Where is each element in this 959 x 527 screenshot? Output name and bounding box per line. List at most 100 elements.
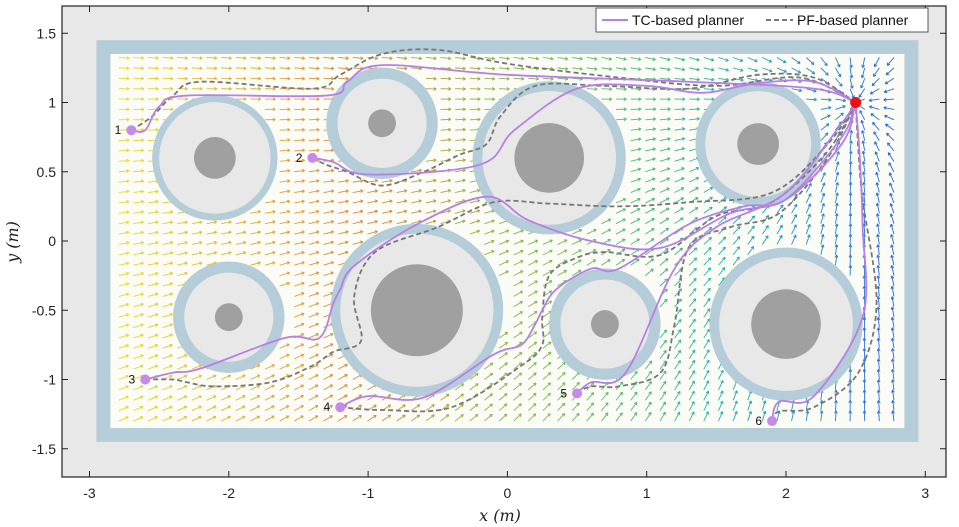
field-arrow (820, 223, 824, 235)
field-arrowhead (621, 258, 626, 263)
field-arrowhead (862, 181, 866, 186)
field-arrow (454, 403, 464, 412)
field-arrowhead (608, 87, 613, 91)
field-arrow (747, 390, 752, 401)
field-arrow (586, 88, 598, 90)
field-arrow (689, 67, 700, 71)
field-arrow (294, 159, 305, 162)
field-arrowhead (873, 63, 878, 68)
field-arrow (177, 272, 188, 277)
field-arrow (835, 98, 846, 102)
field-arrowhead (271, 374, 275, 378)
field-arrow (308, 67, 320, 69)
field-arrowhead (813, 89, 817, 93)
field-arrowhead (184, 220, 188, 225)
field-arrow (264, 374, 275, 380)
field-arrowhead (184, 56, 188, 60)
field-arrow (645, 228, 655, 235)
field-arrowhead (891, 368, 895, 373)
field-arrowhead (648, 370, 653, 375)
field-arrowhead (652, 57, 656, 61)
obstacle-7 (549, 268, 661, 380)
field-arrow (703, 359, 710, 370)
field-arrow (162, 293, 173, 297)
field-arrow (776, 235, 783, 245)
field-arrowhead (874, 141, 878, 145)
field-arrowhead (876, 379, 881, 383)
field-arrow (425, 179, 437, 183)
field-arrow (877, 223, 880, 235)
field-arrow (659, 167, 670, 173)
field-arrow (294, 364, 304, 370)
field-arrow (191, 67, 203, 69)
field-arrowhead (316, 97, 320, 101)
field-arrowhead (257, 56, 262, 60)
field-arrowhead (681, 67, 686, 72)
field-arrow (703, 237, 712, 245)
field-arrow (337, 415, 348, 422)
field-arrowhead (876, 348, 881, 352)
field-arrow (776, 214, 783, 224)
field-arrow (308, 272, 319, 277)
field-arrowhead (301, 107, 305, 112)
field-arrow (875, 151, 880, 162)
field-arrowhead (170, 66, 174, 71)
field-arrow (718, 77, 729, 81)
field-arrowhead (155, 56, 159, 60)
field-arrowhead (389, 199, 393, 204)
field-arrowhead (228, 76, 232, 81)
field-arrowhead (330, 189, 335, 193)
field-arrowhead (505, 229, 510, 234)
field-arrow (294, 343, 305, 349)
field-arrow (861, 120, 866, 131)
field-arrowhead (359, 230, 364, 234)
field-arrow (264, 395, 275, 401)
field-arrowhead (287, 117, 291, 122)
field-arrowhead (634, 371, 638, 375)
field-arrow (177, 395, 187, 401)
field-arrow (805, 183, 812, 193)
field-arrow (367, 190, 378, 193)
field-arrowhead (576, 382, 580, 386)
field-arrow (645, 258, 654, 266)
field-arrow (835, 105, 846, 110)
field-arrowhead (710, 67, 715, 72)
field-arrow (381, 190, 393, 193)
field-arrowhead (140, 199, 144, 204)
field-arrow (221, 57, 232, 59)
field-arrowhead (637, 197, 641, 202)
field-arrowhead (489, 393, 493, 397)
field-arrowhead (666, 177, 670, 181)
field-arrow (890, 234, 895, 245)
field-arrow (323, 405, 333, 412)
field-arrow (396, 220, 407, 225)
pf-path-5 (576, 102, 857, 395)
field-arrow (542, 382, 551, 391)
field-arrowhead (711, 97, 715, 102)
field-arrowhead (693, 247, 698, 251)
field-arrowhead (710, 58, 715, 62)
field-arrowhead (876, 368, 881, 373)
field-arrow (147, 282, 159, 287)
field-arrow (250, 262, 261, 266)
field-arrowhead (301, 250, 305, 255)
field-arrow (703, 57, 714, 61)
field-arrowhead (169, 333, 173, 338)
field-arrow (352, 57, 364, 59)
field-arrow (659, 138, 671, 142)
field-arrowhead (622, 228, 626, 232)
field-arrowhead (360, 189, 364, 193)
field-arrowhead (824, 62, 828, 67)
field-arrowhead (860, 74, 865, 79)
field-arrow (876, 192, 880, 204)
field-arrow (887, 142, 895, 152)
field-arrow (367, 414, 377, 422)
field-arrow (645, 67, 656, 71)
field-arrow (876, 182, 880, 193)
field-arrowhead (707, 277, 711, 282)
field-arrowhead (154, 395, 158, 399)
field-arrow (133, 231, 144, 235)
field-arrow (338, 57, 349, 59)
pf-path-4 (340, 102, 857, 413)
field-arrowhead (228, 251, 232, 255)
